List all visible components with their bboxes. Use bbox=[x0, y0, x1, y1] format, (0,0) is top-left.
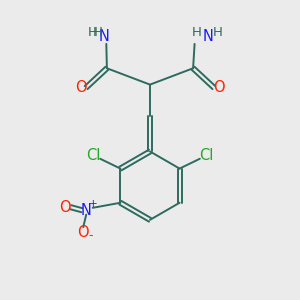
Text: O: O bbox=[75, 80, 87, 95]
Text: N: N bbox=[98, 29, 110, 44]
Text: H: H bbox=[192, 26, 202, 39]
Text: O: O bbox=[59, 200, 70, 215]
Text: O: O bbox=[77, 225, 89, 240]
Text: O: O bbox=[213, 80, 225, 95]
Text: Cl: Cl bbox=[199, 148, 214, 163]
Text: N: N bbox=[202, 29, 213, 44]
Text: Cl: Cl bbox=[86, 148, 101, 163]
Text: H: H bbox=[88, 26, 98, 39]
Text: N: N bbox=[81, 203, 92, 218]
Text: -: - bbox=[88, 229, 93, 242]
Text: H: H bbox=[212, 26, 222, 39]
Text: H: H bbox=[92, 26, 102, 39]
Text: +: + bbox=[89, 199, 98, 208]
